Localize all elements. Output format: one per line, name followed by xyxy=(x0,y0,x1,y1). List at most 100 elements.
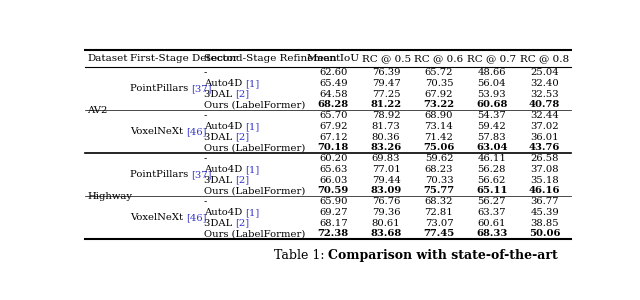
Text: 67.92: 67.92 xyxy=(425,90,453,99)
Text: 25.04: 25.04 xyxy=(531,68,559,77)
Text: [2]: [2] xyxy=(235,133,249,142)
Text: 37.08: 37.08 xyxy=(531,165,559,174)
Text: 69.83: 69.83 xyxy=(372,154,401,163)
Text: 45.39: 45.39 xyxy=(531,208,559,217)
Text: 32.40: 32.40 xyxy=(531,79,559,88)
Text: 78.92: 78.92 xyxy=(372,111,401,120)
Text: Auto4D: Auto4D xyxy=(204,79,245,88)
Text: -: - xyxy=(204,111,207,120)
Text: VoxelNeXt: VoxelNeXt xyxy=(130,213,186,222)
Text: [2]: [2] xyxy=(235,219,249,228)
Text: RC @ 0.8: RC @ 0.8 xyxy=(520,54,569,63)
Text: Ours (LabelFormer): Ours (LabelFormer) xyxy=(204,230,305,238)
Text: 60.61: 60.61 xyxy=(477,219,506,228)
Text: 56.27: 56.27 xyxy=(477,197,506,206)
Text: 50.06: 50.06 xyxy=(529,230,561,238)
Text: 65.11: 65.11 xyxy=(476,186,508,195)
Text: 48.66: 48.66 xyxy=(477,68,506,77)
Text: 62.60: 62.60 xyxy=(319,68,348,77)
Text: 65.49: 65.49 xyxy=(319,79,348,88)
Text: 73.14: 73.14 xyxy=(424,122,453,131)
Text: 77.45: 77.45 xyxy=(423,230,454,238)
Text: 68.28: 68.28 xyxy=(317,100,349,109)
Text: 72.38: 72.38 xyxy=(317,230,349,238)
Text: [46]: [46] xyxy=(186,127,206,136)
Text: Dataset: Dataset xyxy=(88,54,128,63)
Text: 70.18: 70.18 xyxy=(317,143,349,152)
Text: 3DAL: 3DAL xyxy=(204,133,235,142)
Text: 76.39: 76.39 xyxy=(372,68,401,77)
Text: 79.36: 79.36 xyxy=(372,208,401,217)
Text: 83.09: 83.09 xyxy=(371,186,402,195)
Text: 43.76: 43.76 xyxy=(529,143,560,152)
Text: RC @ 0.5: RC @ 0.5 xyxy=(362,54,411,63)
Text: 63.37: 63.37 xyxy=(477,208,506,217)
Text: 67.12: 67.12 xyxy=(319,133,348,142)
Text: 40.78: 40.78 xyxy=(529,100,560,109)
Text: 68.17: 68.17 xyxy=(319,219,348,228)
Text: 65.63: 65.63 xyxy=(319,165,348,174)
Text: Highway: Highway xyxy=(88,192,132,201)
Text: 46.11: 46.11 xyxy=(477,154,506,163)
Text: -: - xyxy=(204,197,207,206)
Text: First-Stage Detector: First-Stage Detector xyxy=(130,54,237,63)
Text: 3DAL: 3DAL xyxy=(204,90,235,99)
Text: 70.59: 70.59 xyxy=(317,186,349,195)
Text: Mean IoU: Mean IoU xyxy=(307,54,359,63)
Text: 65.70: 65.70 xyxy=(319,111,348,120)
Text: 56.28: 56.28 xyxy=(477,165,506,174)
Text: 64.58: 64.58 xyxy=(319,90,348,99)
Text: 56.62: 56.62 xyxy=(477,176,506,184)
Text: 83.26: 83.26 xyxy=(371,143,402,152)
Text: 75.77: 75.77 xyxy=(424,186,454,195)
Text: 37.02: 37.02 xyxy=(531,122,559,131)
Text: RC @ 0.7: RC @ 0.7 xyxy=(467,54,516,63)
Text: 56.04: 56.04 xyxy=(477,79,506,88)
Text: [37]: [37] xyxy=(191,170,212,179)
Text: 60.68: 60.68 xyxy=(476,100,508,109)
Text: 81.22: 81.22 xyxy=(371,100,402,109)
Text: 35.18: 35.18 xyxy=(531,176,559,184)
Text: [1]: [1] xyxy=(245,165,259,174)
Text: 53.93: 53.93 xyxy=(477,90,506,99)
Text: 54.37: 54.37 xyxy=(477,111,506,120)
Text: 68.23: 68.23 xyxy=(425,165,453,174)
Text: 32.53: 32.53 xyxy=(531,90,559,99)
Text: [1]: [1] xyxy=(245,79,259,88)
Text: 3DAL: 3DAL xyxy=(204,219,235,228)
Text: Table 1:: Table 1: xyxy=(273,249,328,262)
Text: 68.32: 68.32 xyxy=(425,197,453,206)
Text: Second-Stage Refinement: Second-Stage Refinement xyxy=(204,54,340,63)
Text: 65.90: 65.90 xyxy=(319,197,348,206)
Text: Auto4D: Auto4D xyxy=(204,208,245,217)
Text: 60.20: 60.20 xyxy=(319,154,348,163)
Text: Ours (LabelFormer): Ours (LabelFormer) xyxy=(204,100,305,109)
Text: 38.85: 38.85 xyxy=(531,219,559,228)
Text: 57.83: 57.83 xyxy=(477,133,506,142)
Text: 46.16: 46.16 xyxy=(529,186,561,195)
Text: 77.25: 77.25 xyxy=(372,90,401,99)
Text: 67.92: 67.92 xyxy=(319,122,348,131)
Text: Ours (LabelFormer): Ours (LabelFormer) xyxy=(204,186,305,195)
Text: [46]: [46] xyxy=(186,213,206,222)
Text: AV2: AV2 xyxy=(88,106,108,115)
Text: VoxelNeXt: VoxelNeXt xyxy=(130,127,186,136)
Text: [1]: [1] xyxy=(245,122,259,131)
Text: [1]: [1] xyxy=(245,208,259,217)
Text: 63.04: 63.04 xyxy=(476,143,508,152)
Text: -: - xyxy=(204,68,207,77)
Text: 72.81: 72.81 xyxy=(424,208,453,217)
Text: 69.27: 69.27 xyxy=(319,208,348,217)
Text: 75.06: 75.06 xyxy=(423,143,454,152)
Text: [37]: [37] xyxy=(191,84,212,93)
Text: 26.58: 26.58 xyxy=(531,154,559,163)
Text: 83.68: 83.68 xyxy=(371,230,402,238)
Text: 70.35: 70.35 xyxy=(425,79,453,88)
Text: 79.47: 79.47 xyxy=(372,79,401,88)
Text: 79.44: 79.44 xyxy=(372,176,401,184)
Text: Ours (LabelFormer): Ours (LabelFormer) xyxy=(204,143,305,152)
Text: 66.03: 66.03 xyxy=(319,176,348,184)
Text: 59.62: 59.62 xyxy=(425,154,453,163)
Text: Comparison with state-of-the-art: Comparison with state-of-the-art xyxy=(328,249,557,262)
Text: 76.76: 76.76 xyxy=(372,197,400,206)
